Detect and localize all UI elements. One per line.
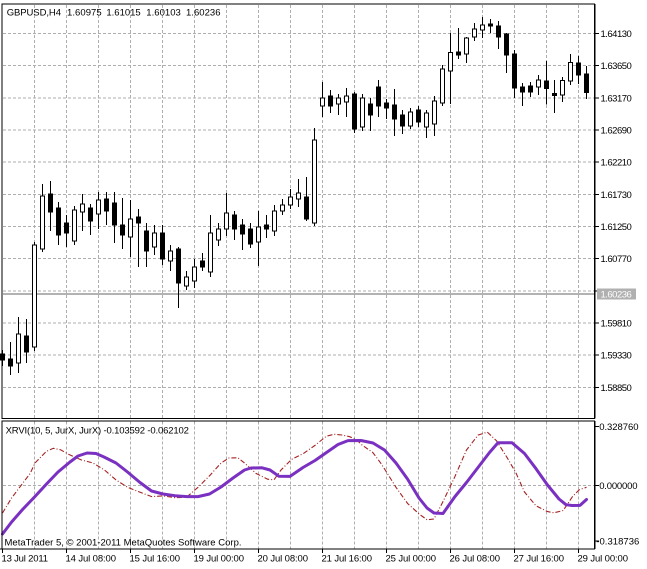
svg-text:19 Jul 00:00: 19 Jul 00:00 — [194, 554, 245, 565]
svg-text:27 Jul 16:00: 27 Jul 16:00 — [514, 554, 565, 565]
svg-text:13 Jul 2011: 13 Jul 2011 — [2, 554, 49, 565]
svg-text:21 Jul 16:00: 21 Jul 16:00 — [322, 554, 373, 565]
svg-text:1.63650: 1.63650 — [601, 61, 632, 72]
svg-text:1.61015: 1.61015 — [106, 7, 140, 18]
svg-text:1.61730: 1.61730 — [601, 190, 632, 201]
svg-text:15 Jul 16:00: 15 Jul 16:00 — [130, 554, 181, 565]
svg-text:1.60975: 1.60975 — [67, 7, 102, 18]
svg-text:29 Jul 00:00: 29 Jul 00:00 — [578, 554, 629, 565]
svg-text:XRVI(10, 5, JurX, JurX) -0.103: XRVI(10, 5, JurX, JurX) -0.103592 -0.062… — [6, 426, 189, 437]
svg-text:0.328760: 0.328760 — [599, 422, 638, 433]
svg-text:1.60103: 1.60103 — [146, 7, 181, 18]
svg-text:1.64130: 1.64130 — [601, 29, 632, 40]
svg-text:14 Jul 08:00: 14 Jul 08:00 — [66, 554, 117, 565]
svg-text:1.59330: 1.59330 — [601, 351, 632, 362]
svg-text:0.000000: 0.000000 — [599, 481, 637, 492]
svg-text:1.60770: 1.60770 — [601, 254, 632, 265]
svg-text:1.63170: 1.63170 — [601, 93, 632, 104]
svg-text:1.59810: 1.59810 — [601, 319, 632, 330]
svg-text:25 Jul 00:00: 25 Jul 00:00 — [386, 554, 437, 565]
svg-text:GBPUSD,H4: GBPUSD,H4 — [7, 7, 61, 18]
svg-text:1.60236: 1.60236 — [186, 7, 221, 18]
svg-text:1.60236: 1.60236 — [601, 289, 632, 300]
svg-text:26 Jul 08:00: 26 Jul 08:00 — [450, 554, 501, 565]
svg-text:1.61250: 1.61250 — [601, 222, 632, 233]
svg-text:MetaTrader 5, © 2001-2011 Meta: MetaTrader 5, © 2001-2011 MetaQuotes Sof… — [5, 537, 242, 548]
svg-text:1.62690: 1.62690 — [601, 126, 632, 137]
svg-text:1.62210: 1.62210 — [601, 158, 632, 169]
svg-text:-0.318736: -0.318736 — [596, 537, 639, 548]
svg-text:20 Jul 08:00: 20 Jul 08:00 — [258, 554, 309, 565]
svg-text:1.58850: 1.58850 — [601, 383, 632, 394]
